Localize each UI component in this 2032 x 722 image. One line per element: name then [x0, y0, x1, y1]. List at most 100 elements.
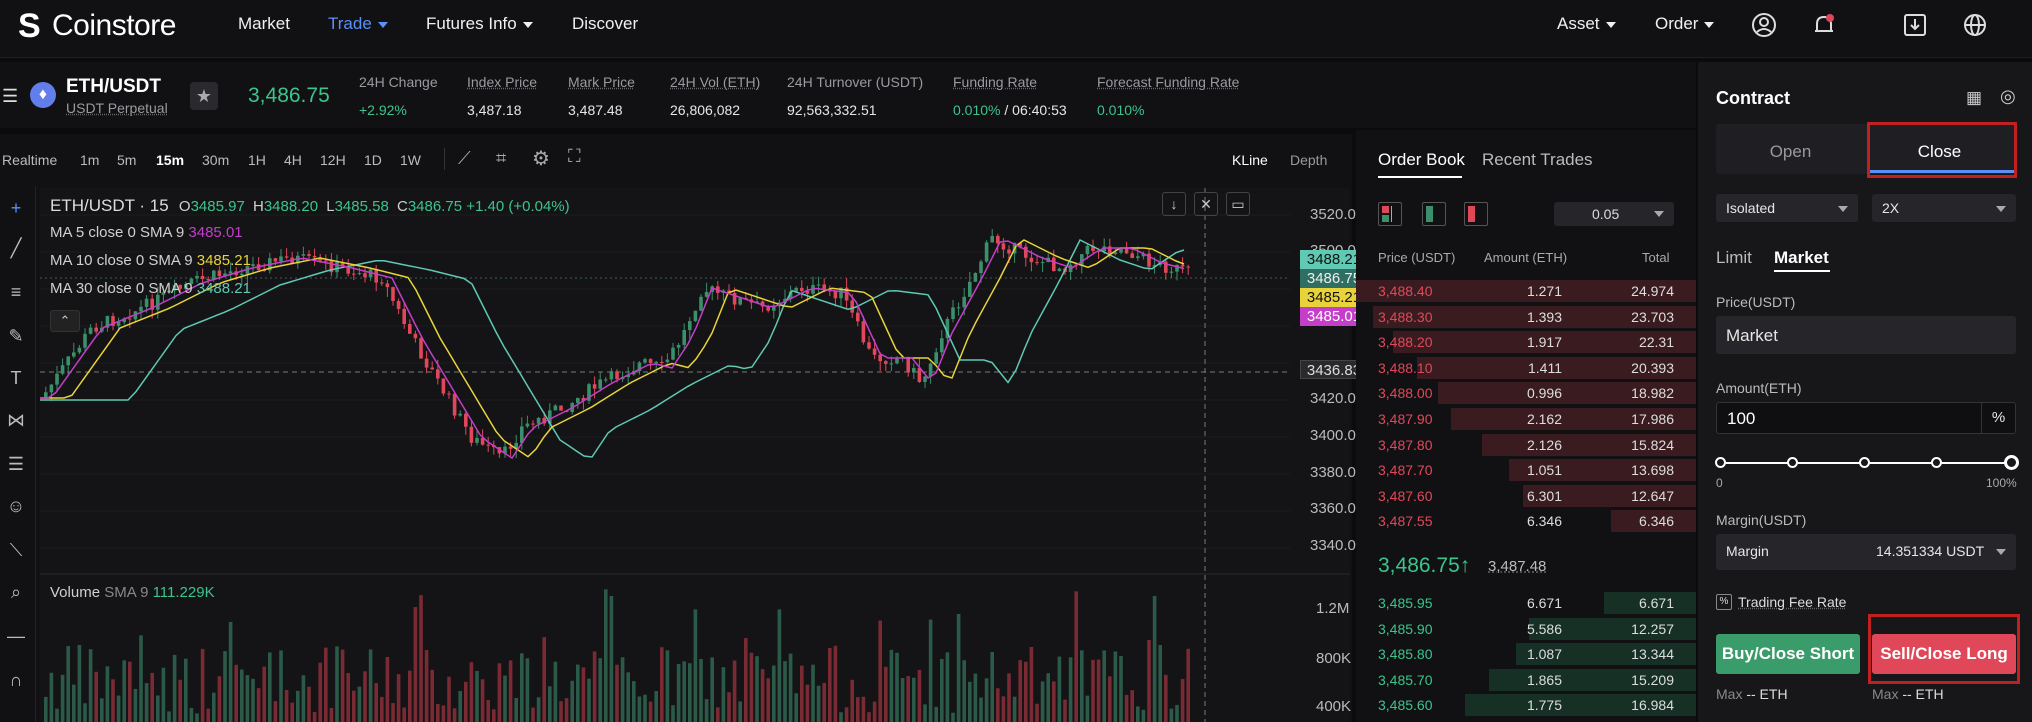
order-type-limit[interactable]: Limit — [1716, 248, 1752, 267]
nav-market[interactable]: Market — [238, 14, 290, 33]
candle-body — [514, 442, 518, 449]
tab-recent-trades[interactable]: Recent Trades — [1482, 150, 1593, 169]
fee-rate-label[interactable]: Trading Fee Rate — [1738, 594, 1847, 610]
text-icon[interactable]: T — [10, 368, 22, 388]
leverage-select[interactable]: 2X — [1872, 194, 2016, 222]
ask-row[interactable]: 3,487.55 6.346 6.346 — [1356, 510, 1696, 533]
tf-realtime[interactable]: Realtime — [2, 152, 58, 168]
book-asks-icon[interactable] — [1464, 202, 1488, 226]
trendline-icon[interactable]: ╱ — [10, 238, 22, 258]
volume-bar — [727, 692, 731, 722]
row-amount: 1.865 — [1526, 671, 1562, 688]
emoji-icon[interactable]: ☺ — [6, 496, 26, 516]
tf-15m[interactable]: 15m — [156, 152, 185, 168]
brush-icon[interactable]: ✎ — [8, 326, 24, 346]
candle-body — [928, 363, 933, 377]
margin-mode-select[interactable]: Isolated — [1716, 194, 1858, 222]
tf-12h[interactable]: 12H — [320, 152, 346, 168]
tab-kline[interactable]: KLine — [1232, 152, 1268, 168]
ma5-legend[interactable]: MA 5 close 0 SMA 9 3485.01 — [50, 224, 243, 241]
bid-row[interactable]: 3,485.60 1.775 16.984 — [1356, 694, 1696, 717]
ma10-legend[interactable]: MA 10 close 0 SMA 9 3485.21 — [50, 252, 251, 269]
ask-row[interactable]: 3,488.20 1.917 22.31 — [1356, 331, 1696, 354]
ask-row[interactable]: 3,488.00 0.996 18.982 — [1356, 382, 1696, 405]
precision-select[interactable]: 0.05 — [1554, 202, 1674, 226]
collapse-legend-button[interactable]: ⌃ — [50, 310, 80, 332]
nav-futures-info[interactable]: Futures Info — [426, 14, 533, 34]
ask-row[interactable]: 3,488.40 1.271 24.974 — [1356, 280, 1696, 302]
volume-bar — [469, 662, 474, 722]
nav-asset[interactable]: Asset — [1557, 14, 1616, 34]
calculator-icon[interactable]: ▦ — [1966, 88, 1983, 107]
bid-row[interactable]: 3,485.95 6.671 6.671 — [1356, 592, 1696, 614]
tf-4h[interactable]: 4H — [284, 152, 302, 168]
crop-icon[interactable]: ⌗ — [496, 148, 507, 168]
magnet-icon[interactable]: ∩ — [9, 670, 23, 690]
ask-row[interactable]: 3,487.60 6.301 12.647 — [1356, 484, 1696, 507]
slider-stop[interactable] — [1715, 457, 1726, 468]
user-icon[interactable] — [1751, 12, 1777, 38]
collapse-icon[interactable]: ✕ — [1194, 192, 1218, 216]
globe-icon[interactable] — [1962, 12, 1988, 38]
slider-stop[interactable] — [1859, 457, 1870, 468]
pair-name[interactable]: ETH/USDT — [66, 76, 161, 97]
candle-body — [346, 266, 350, 274]
ruler-icon[interactable]: ⟍ — [9, 540, 23, 560]
tf-1w[interactable]: 1W — [400, 152, 421, 168]
slider-stop[interactable] — [1787, 457, 1798, 468]
tf-5m[interactable]: 5m — [117, 152, 137, 168]
ask-row[interactable]: 3,487.70 1.051 13.698 — [1356, 459, 1696, 482]
tf-1m[interactable]: 1m — [80, 152, 100, 168]
nav-trade[interactable]: Trade — [328, 14, 388, 34]
settings-icon[interactable]: ⚙ — [532, 148, 550, 170]
indicator-icon[interactable]: ⟋ — [458, 148, 471, 168]
book-both-icon[interactable] — [1378, 202, 1402, 226]
logo-text: Coinstore — [52, 9, 176, 42]
screenshot-icon[interactable]: ⛶ — [568, 146, 581, 166]
lines-icon[interactable]: ≡ — [10, 282, 22, 302]
book-bids-icon[interactable] — [1422, 202, 1446, 226]
nav-discover[interactable]: Discover — [572, 14, 639, 33]
download-icon[interactable] — [1902, 12, 1928, 38]
ask-row[interactable]: 3,488.10 1.411 20.393 — [1356, 356, 1696, 379]
tab-open[interactable]: Open — [1769, 142, 1812, 161]
tab-depth[interactable]: Depth — [1290, 152, 1328, 168]
amount-input[interactable]: 100 % — [1716, 402, 2016, 434]
menu-icon[interactable]: ☰ — [2, 86, 19, 106]
ask-row[interactable]: 3,488.30 1.393 23.703 — [1356, 305, 1696, 328]
tf-30m[interactable]: 30m — [202, 152, 230, 168]
margin-select[interactable]: Margin 14.351334 USDT — [1716, 534, 2016, 570]
sell-close-long-button[interactable]: Sell/Close Long — [1872, 634, 2016, 674]
nav-order[interactable]: Order — [1655, 14, 1715, 34]
bid-row[interactable]: 3,485.90 5.586 12.257 — [1356, 617, 1696, 640]
tf-1h[interactable]: 1H — [248, 152, 266, 168]
bell-icon[interactable] — [1811, 12, 1837, 38]
arrow-down-icon[interactable]: ↓ — [1162, 192, 1186, 216]
tab-order-book[interactable]: Order Book — [1378, 150, 1465, 169]
bid-row[interactable]: 3,485.70 1.865 15.209 — [1356, 668, 1696, 691]
kline-chart[interactable]: ETH/USDT · 15 O3485.97 H3488.20 L3485.58… — [40, 188, 1368, 722]
ma30-legend[interactable]: MA 30 close 0 SMA 9 3488.21 — [50, 280, 251, 297]
slider-handle[interactable] — [2004, 455, 2019, 470]
bid-row[interactable]: 3,485.80 1.087 13.344 — [1356, 643, 1696, 666]
candle-body — [223, 273, 227, 277]
volume-bar — [262, 666, 266, 722]
fullscreen-icon[interactable]: ▭ — [1226, 192, 1250, 216]
volume-bar — [637, 696, 642, 722]
star-icon[interactable]: ★ — [190, 82, 218, 110]
buy-close-short-button[interactable]: Buy/Close Short — [1716, 634, 1860, 674]
ask-row[interactable]: 3,487.90 2.162 17.986 — [1356, 408, 1696, 430]
crosshair-icon[interactable]: + — [10, 198, 22, 218]
settings-icon[interactable]: ◎ — [2000, 86, 2016, 106]
candle-body — [996, 235, 1000, 244]
fib-icon[interactable]: ☰ — [7, 454, 25, 474]
tf-1d[interactable]: 1D — [364, 152, 382, 168]
order-type-market[interactable]: Market — [1774, 248, 1829, 267]
pattern-icon[interactable]: ⋈ — [7, 410, 25, 430]
slider-stop[interactable] — [1931, 457, 1942, 468]
logo[interactable]: S Coinstore — [18, 8, 176, 44]
zoom-icon[interactable]: ⌕ — [10, 582, 22, 602]
ask-row[interactable]: 3,487.80 2.126 15.824 — [1356, 433, 1696, 456]
price-input[interactable]: Market — [1716, 316, 2016, 354]
tab-close[interactable]: Close — [1917, 142, 1962, 161]
